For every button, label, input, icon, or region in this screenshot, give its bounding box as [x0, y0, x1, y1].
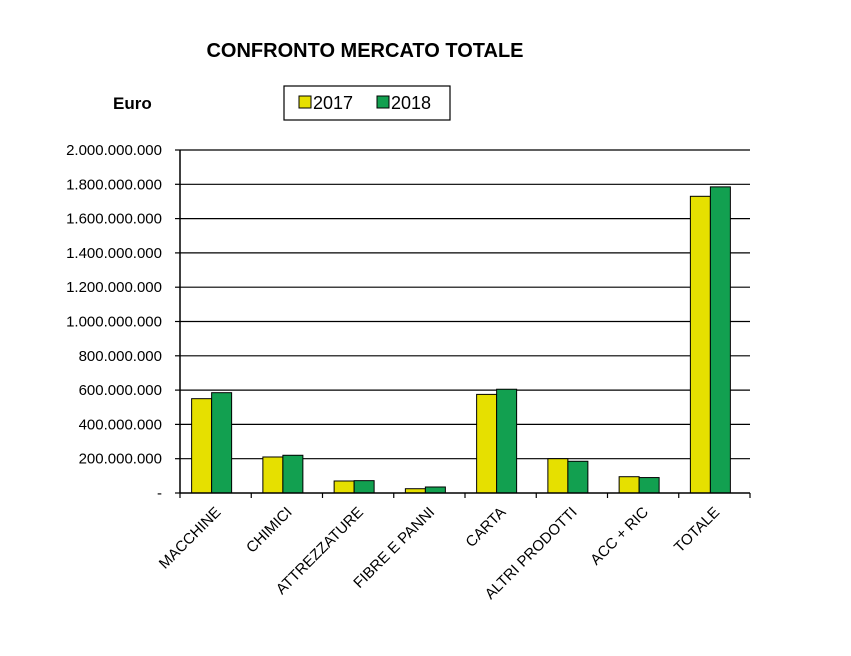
legend-frame [283, 85, 451, 121]
axes [179, 150, 751, 498]
legend-swatch-2017 [298, 95, 312, 109]
x-tick-label: ACC + RIC [587, 504, 652, 569]
bar-2017-chimici [262, 456, 284, 494]
bar-2018-carta [496, 388, 518, 494]
y-tick-label: 400.000.000 [79, 416, 162, 433]
y-tick-label: 200.000.000 [79, 451, 162, 468]
bar-2017-totale [689, 195, 711, 494]
legend-label-2018: 2018 [391, 93, 431, 113]
bar-2017-acc-ric [618, 476, 640, 494]
x-tick-label: CHIMICI [243, 504, 296, 557]
bar-2018-fibre-e-panni [424, 486, 446, 494]
x-tick-label: TOTALE [671, 504, 723, 556]
bar-2018-attrezzature [353, 480, 375, 494]
y-tick-label: 600.000.000 [79, 382, 162, 399]
y-tick-label: 1.400.000.000 [66, 245, 162, 262]
y-tick-label: - [157, 485, 162, 502]
bar-2017-attrezzature [333, 480, 355, 494]
bars [191, 186, 731, 494]
legend-label-2017: 2017 [313, 93, 353, 113]
legend: 2017 2018 [283, 85, 451, 121]
bar-2018-macchine [211, 392, 233, 494]
bar-2018-acc-ric [638, 477, 660, 494]
y-tick-label: 1.600.000.000 [66, 211, 162, 228]
bar-2017-carta [476, 393, 498, 494]
x-tick-label: MACCHINE [156, 504, 225, 573]
x-tick-label: CARTA [462, 504, 509, 551]
y-axis-ticks: - 200.000.000 400.000.000 600.000.000 800.00… [66, 142, 180, 502]
chart-title: CONFRONTO MERCATO TOTALE [206, 40, 523, 62]
legend-swatch-2018 [376, 95, 390, 109]
bar-2017-altri-prodotti [547, 458, 569, 494]
bar-2018-chimici [282, 454, 304, 494]
y-tick-label: 800.000.000 [79, 348, 162, 365]
y-tick-label: 2.000.000.000 [66, 142, 162, 159]
gridlines [180, 149, 750, 460]
y-tick-label: 1.800.000.000 [66, 176, 162, 193]
y-axis-unit-label: Euro [113, 94, 152, 113]
bar-2017-macchine [191, 398, 213, 494]
y-tick-label: 1.200.000.000 [66, 279, 162, 296]
y-tick-label: 1.000.000.000 [66, 314, 162, 331]
bar-2018-totale [709, 186, 731, 494]
bar-2018-altri-prodotti [567, 460, 589, 494]
